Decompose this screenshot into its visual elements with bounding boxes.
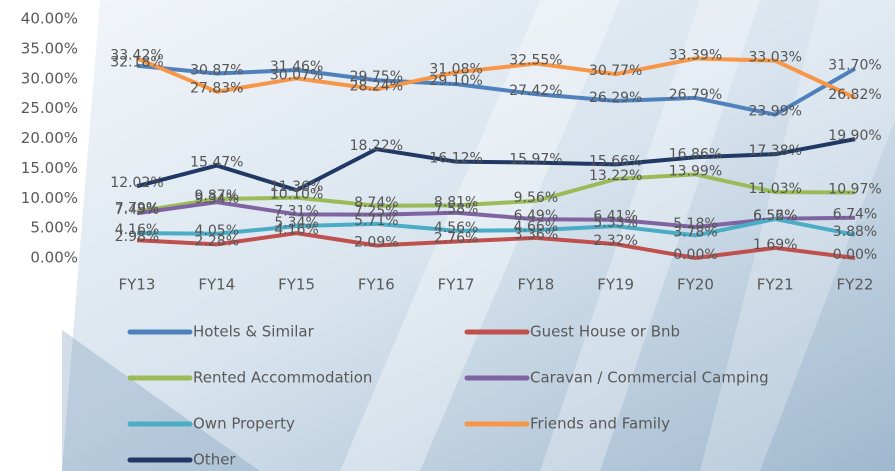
data-label: 15.97% [509, 152, 562, 168]
y-tick-label: 15.00% [21, 159, 78, 177]
legend-label: Own Property [193, 415, 295, 433]
y-tick-label: 35.00% [21, 39, 78, 57]
legend-label: Hotels & Similar [193, 323, 315, 341]
data-label: 26.29% [589, 90, 642, 106]
y-tick-label: 5.00% [30, 219, 78, 237]
x-tick-label: FY21 [757, 276, 794, 294]
x-tick-label: FY18 [517, 276, 554, 294]
data-label: 33.42% [110, 47, 163, 63]
data-label: 4.56% [434, 220, 478, 236]
data-label: 5.71% [354, 213, 398, 229]
data-label: 0.00% [833, 247, 877, 263]
data-label: 27.42% [509, 83, 562, 99]
data-label: 7.58% [434, 202, 478, 218]
page: {"chart_data": {"type": "line", "categor… [0, 0, 895, 471]
data-label: 15.66% [589, 153, 642, 169]
data-label: 19.90% [828, 128, 881, 144]
data-label: 31.08% [429, 61, 482, 77]
data-label: 4.05% [195, 223, 239, 239]
x-tick-label: FY17 [438, 276, 475, 294]
data-label: 17.38% [749, 143, 802, 159]
x-tick-label: FY19 [597, 276, 634, 294]
data-label: 33.03% [749, 50, 802, 66]
data-label: 10.97% [828, 181, 881, 197]
legend-label: Other [193, 451, 236, 469]
legend-label: Caravan / Commercial Camping [530, 369, 769, 387]
data-label: 5.34% [274, 215, 318, 231]
data-label: 7.49% [115, 202, 159, 218]
data-label: 5.33% [593, 215, 637, 231]
x-tick-label: FY14 [198, 276, 235, 294]
x-tick-label: FY16 [358, 276, 395, 294]
data-label: 16.86% [669, 146, 722, 162]
data-label: 30.87% [190, 63, 243, 79]
data-label: 6.74% [833, 207, 877, 223]
data-label: 30.77% [589, 63, 642, 79]
data-label: 30.07% [270, 67, 323, 83]
data-label: 18.22% [350, 138, 403, 154]
y-tick-label: 10.00% [21, 189, 78, 207]
y-tick-label: 40.00% [21, 10, 78, 28]
data-label: 1.69% [753, 237, 797, 253]
data-label: 4.66% [514, 219, 558, 235]
chart: 0.00% 5.00% 10.00% 15.00% 20.00% 25.00% 30.00%… [0, 0, 895, 471]
y-tick-label: 30.00% [21, 69, 78, 87]
data-label: 3.78% [673, 224, 717, 240]
legend-label: Friends and Family [530, 415, 670, 433]
y-tick-label: 20.00% [21, 129, 78, 147]
data-label: 13.22% [589, 168, 642, 184]
data-label: 3.88% [833, 224, 877, 240]
data-label: 16.12% [429, 151, 482, 167]
data-label: 2.09% [354, 235, 398, 251]
data-label: 9.34% [195, 191, 239, 207]
data-label: 32.55% [509, 53, 562, 69]
x-tick-label: FY13 [119, 276, 156, 294]
data-label: 33.39% [669, 47, 722, 63]
y-tick-label: 25.00% [21, 99, 78, 117]
x-tick-label: FY22 [837, 276, 874, 294]
data-label: 4.16% [115, 222, 159, 238]
data-label: 6.52% [753, 208, 797, 224]
legend-label: Guest House or Bnb [530, 323, 680, 341]
data-label: 28.24% [350, 78, 403, 94]
data-label: 26.82% [828, 87, 881, 103]
data-label: 2.32% [593, 233, 637, 249]
y-tick-label: 0.00% [30, 249, 78, 267]
data-label: 26.79% [669, 87, 722, 103]
x-tick-label: FY20 [677, 276, 714, 294]
data-label: 9.56% [514, 190, 558, 206]
data-label: 11.03% [749, 181, 802, 197]
data-label: 15.47% [190, 155, 243, 171]
x-tick-label: FY15 [278, 276, 315, 294]
data-label: 27.83% [190, 81, 243, 97]
data-label: 11.36% [270, 179, 323, 195]
data-label: 13.99% [669, 163, 722, 179]
data-label: 31.70% [828, 58, 881, 74]
data-label: 0.00% [673, 247, 717, 263]
data-label: 12.02% [110, 175, 163, 191]
data-label: 23.99% [749, 104, 802, 120]
legend-label: Rented Accommodation [193, 369, 372, 387]
